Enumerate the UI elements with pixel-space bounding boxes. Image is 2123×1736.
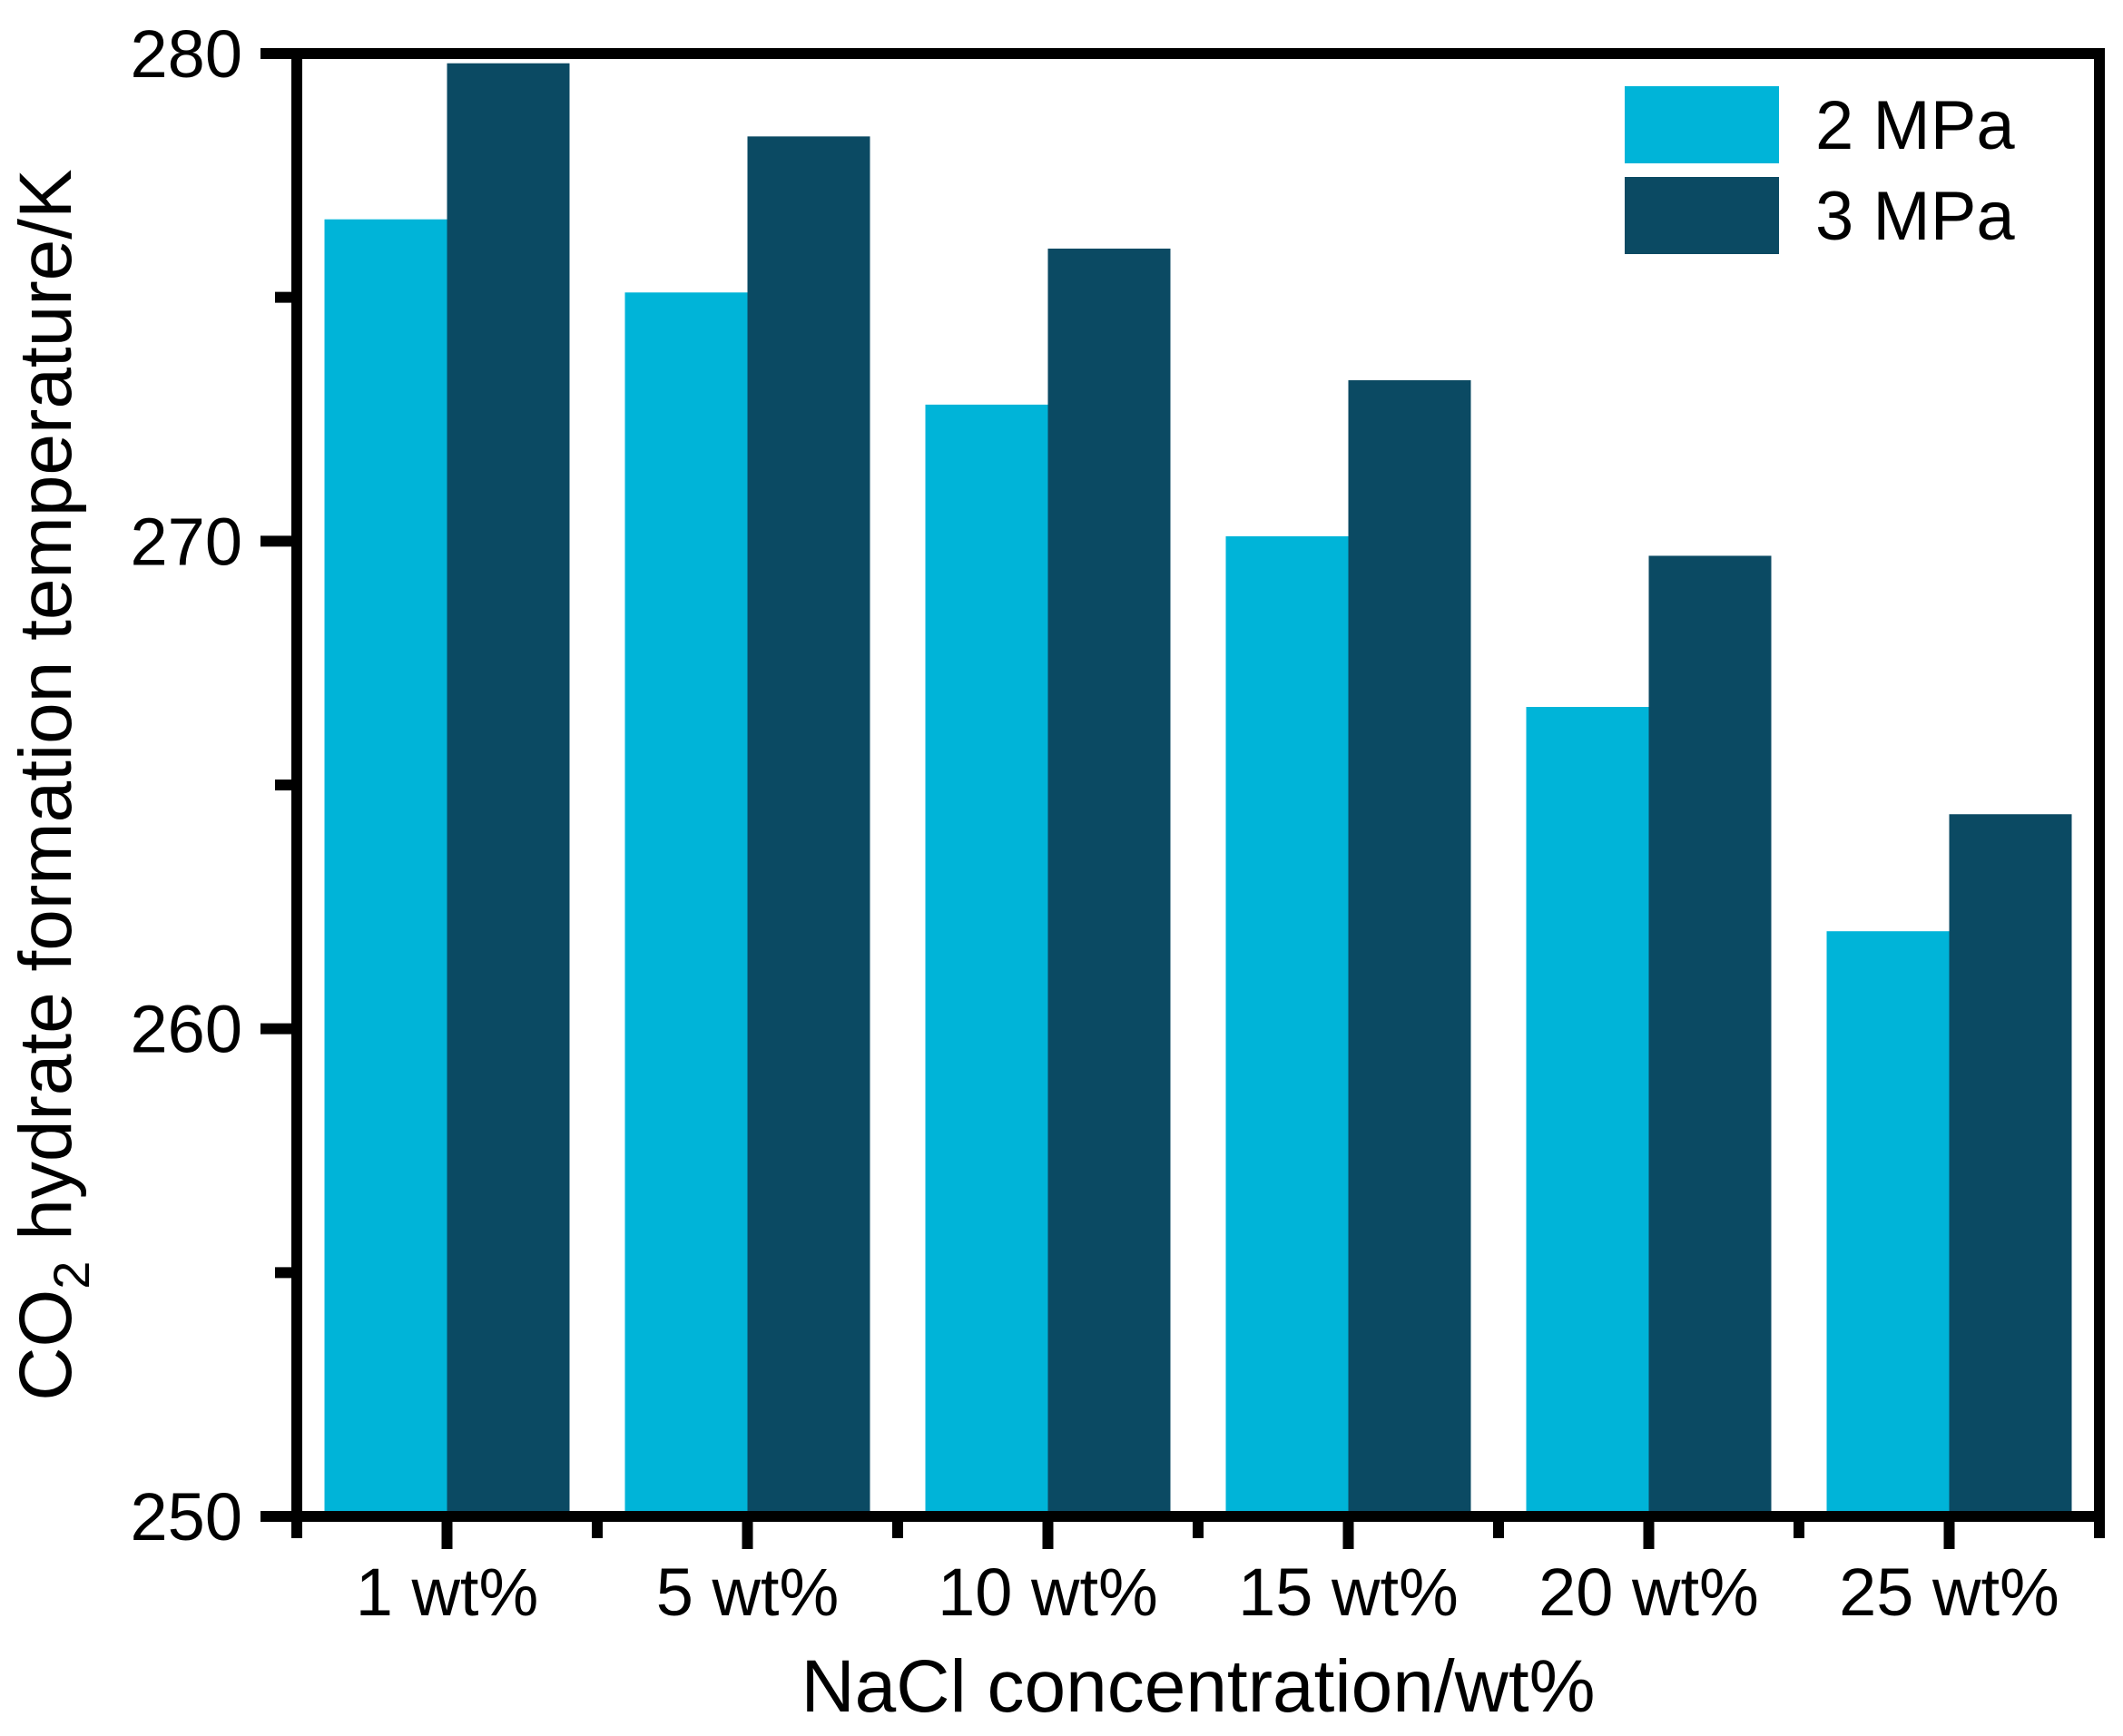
legend-label-3mpa: 3 MPa — [1815, 178, 2015, 255]
bar-3mpa-1wt% — [447, 63, 570, 1516]
plot-frame — [291, 48, 2105, 1522]
y-axis-title-subscript: 2 — [43, 1261, 100, 1290]
x-tick-label-15wt%: 15 wt% — [1238, 1555, 1459, 1630]
x-tick-label-20wt%: 20 wt% — [1538, 1555, 1759, 1630]
x-tick-labels: 1 wt% 5 wt% 10 wt% 15 wt% 20 wt% 25 wt% — [356, 1555, 2059, 1630]
bars-layer — [324, 63, 2072, 1517]
bar-3mpa-20wt% — [1648, 555, 1772, 1516]
y-tick-labels: 250 260 270 280 — [131, 16, 242, 1555]
x-tick-label-10wt%: 10 wt% — [938, 1555, 1158, 1630]
y-tick-label-280: 280 — [131, 16, 242, 92]
bar-3mpa-5wt% — [747, 136, 870, 1516]
legend: 2 MPa 3 MPa — [1625, 86, 2015, 255]
bar-3mpa-15wt% — [1348, 380, 1471, 1517]
bar-3mpa-10wt% — [1047, 248, 1171, 1516]
bar-2mpa-25wt% — [1826, 931, 1950, 1516]
x-tick-label-25wt%: 25 wt% — [1839, 1555, 2059, 1630]
y-tick-label-260: 260 — [131, 992, 242, 1067]
x-tick-label-5wt%: 5 wt% — [656, 1555, 840, 1630]
bar-2mpa-5wt% — [624, 292, 748, 1516]
bar-2mpa-20wt% — [1526, 707, 1649, 1516]
legend-swatch-2mpa — [1625, 86, 1779, 163]
bar-3mpa-25wt% — [1949, 814, 2072, 1516]
legend-swatch-3mpa — [1625, 177, 1779, 254]
y-tick-label-270: 270 — [131, 504, 242, 579]
bar-2mpa-1wt% — [324, 219, 447, 1516]
y-axis-title-rest: hydrate formation temperature/K — [5, 169, 87, 1260]
bar-2mpa-15wt% — [1225, 535, 1349, 1517]
x-axis-title: NaCl concentration/wt% — [801, 1645, 1595, 1728]
legend-label-2mpa: 2 MPa — [1815, 87, 2015, 164]
x-tick-label-1wt%: 1 wt% — [356, 1555, 539, 1630]
y-axis-title-main: CO — [5, 1290, 87, 1401]
y-axis-title: CO2 hydrate formation temperature/K — [5, 169, 100, 1400]
bar-2mpa-10wt% — [925, 404, 1048, 1516]
y-tick-label-250: 250 — [131, 1479, 242, 1555]
